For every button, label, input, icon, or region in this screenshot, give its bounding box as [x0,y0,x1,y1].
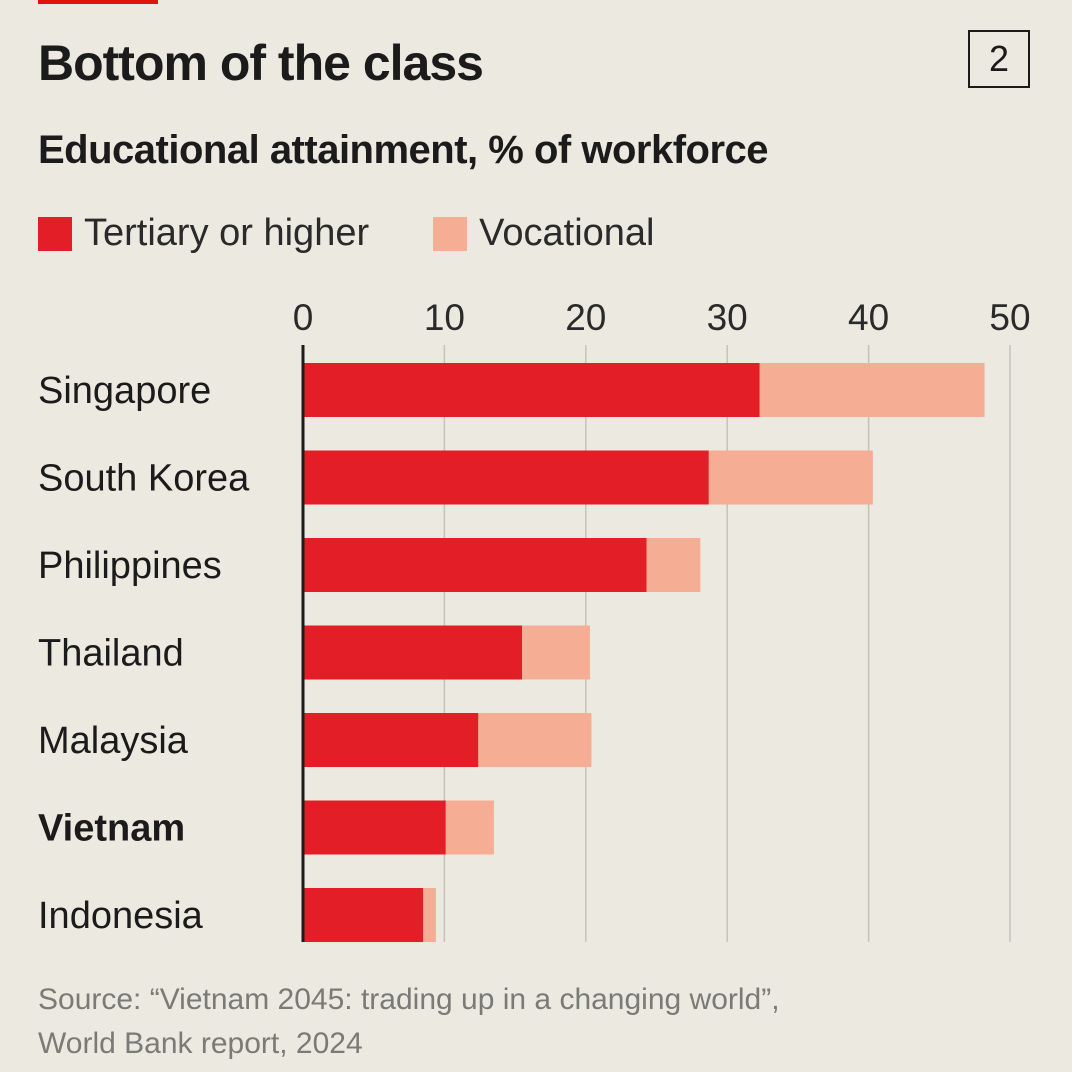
category-label-vietnam: Vietnam [38,808,185,850]
category-label-malaysia: Malaysia [38,720,189,762]
x-tick-label-40: 40 [848,297,889,338]
chart-subtitle: Educational attainment, % of workforce [38,128,769,172]
legend-label-tertiary: Tertiary or higher [84,212,370,254]
category-label-philippines: Philippines [38,545,222,587]
x-tick-label-30: 30 [707,297,748,338]
bar-indonesia-tertiary [303,888,424,942]
x-tick-label-0: 0 [293,297,314,338]
bar-indonesia-vocational [423,888,436,942]
chart-number-box: 2 [968,30,1030,88]
legend-label-vocational: Vocational [479,212,655,254]
category-label-indonesia: Indonesia [38,895,204,937]
bar-thailand-vocational [522,625,591,680]
category-label-south-korea: South Korea [38,458,250,500]
legend-item-tertiary: Tertiary or higher [38,212,369,255]
bar-south-korea-tertiary [303,450,709,505]
bar-philippines-vocational [646,538,701,592]
x-tick-label-20: 20 [565,297,606,338]
chart-number: 2 [988,38,1010,79]
bar-chart: 0 10 20 30 40 50 Singapore South Korea Philippin… [38,297,1031,942]
bar-malaysia-tertiary [303,713,479,767]
bar-philippines-tertiary [303,538,647,592]
source-line-1: Source: “Vietnam 2045: trading up in a c… [38,983,780,1016]
legend-swatch-vocational [433,216,468,251]
source-line-2: World Bank report, 2024 [38,1027,363,1060]
bar-singapore-tertiary [303,363,760,417]
category-label-singapore: Singapore [38,370,211,412]
top-accent-tag [38,0,158,4]
source-note: Source: “Vietnam 2045: trading up in a c… [38,978,780,1066]
legend: Tertiary or higher Vocational [38,212,719,255]
x-tick-label-10: 10 [424,297,465,338]
legend-item-vocational: Vocational [433,212,655,255]
legend-swatch-tertiary [38,216,72,251]
bar-vietnam-tertiary [303,800,446,855]
bar-singapore-vocational [759,363,985,417]
category-label-thailand: Thailand [38,633,184,675]
x-tick-label-50: 50 [989,297,1030,338]
bar-thailand-tertiary [303,625,523,680]
bar-south-korea-vocational [708,450,873,505]
bar-vietnam-vocational [445,800,494,855]
chart-title: Bottom of the class [38,35,484,91]
bar-malaysia-vocational [478,713,592,767]
